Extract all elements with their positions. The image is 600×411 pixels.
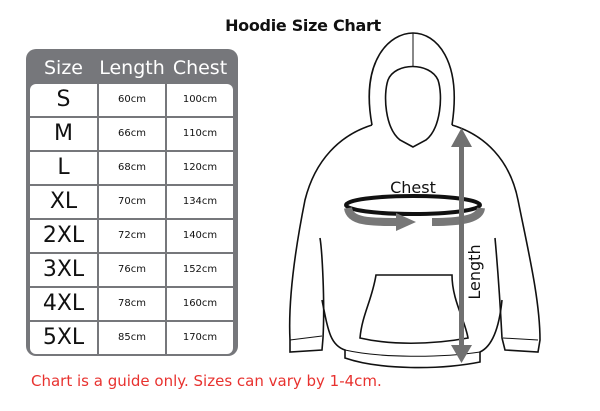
chest-cell: 170cm [167, 322, 233, 354]
chest-ellipse-back [344, 194, 482, 216]
hoodie-outline [288, 32, 541, 369]
chart-title: Hoodie Size Chart [225, 16, 381, 35]
length-measure: Length [451, 128, 484, 363]
size-cell: 4XL [30, 288, 97, 320]
chest-cell: 120cm [167, 152, 233, 184]
length-cell: 60cm [99, 84, 165, 116]
header-chest: Chest [172, 57, 228, 79]
size-cell: 3XL [30, 254, 97, 286]
chest-cell: 134cm [167, 186, 233, 218]
size-cell: L [30, 152, 97, 184]
length-cell: 66cm [99, 118, 165, 150]
disclaimer-note: Chart is a guide only. Sizes can vary by… [31, 372, 382, 390]
chest-arrow-head [396, 213, 416, 231]
chest-arrow [344, 206, 399, 226]
size-cell: 2XL [30, 220, 97, 252]
length-cell: 85cm [99, 322, 165, 354]
chest-measure: Chest [344, 178, 485, 231]
chest-cell: 140cm [167, 220, 233, 252]
length-arrow-down [451, 345, 472, 363]
header-size: Size [43, 57, 83, 79]
size-cell: XL [30, 186, 97, 218]
chest-cell: 160cm [167, 288, 233, 320]
length-cell: 68cm [99, 152, 165, 184]
length-cell: 78cm [99, 288, 165, 320]
chest-cell: 152cm [167, 254, 233, 286]
length-cell: 70cm [99, 186, 165, 218]
header-length: Length [99, 57, 165, 79]
chest-cell: 100cm [167, 84, 233, 116]
length-arrow-up [451, 128, 472, 147]
size-cell: 5XL [30, 322, 97, 354]
length-cell: 72cm [99, 220, 165, 252]
length-cell: 76cm [99, 254, 165, 286]
size-cell: M [30, 118, 97, 150]
size-table: Size Length Chest S 60cm 100cm M 66cm 110cm L 68cm… [26, 49, 238, 356]
chest-label: Chest [390, 178, 436, 197]
chest-cell: 110cm [167, 118, 233, 150]
length-label: Length [465, 244, 484, 299]
length-arrow-shaft [459, 140, 464, 350]
size-cell: S [30, 84, 97, 116]
